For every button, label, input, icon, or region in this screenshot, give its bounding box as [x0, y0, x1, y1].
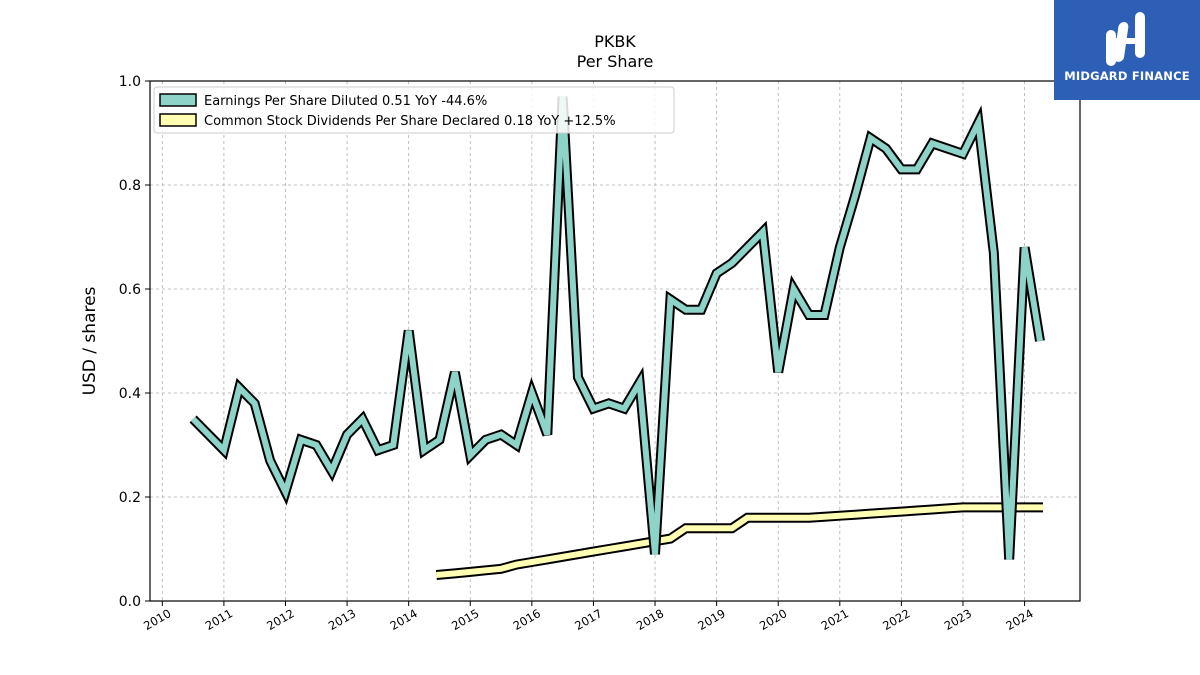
y-tick-label: 0.6	[119, 282, 141, 298]
series-lines	[189, 96, 1045, 580]
x-tick-label: 2011	[203, 606, 235, 633]
eps-line-stroke	[190, 96, 1043, 560]
y-tick-label: 0.4	[119, 386, 141, 402]
logo: MIDGARD FINANCE	[1054, 0, 1200, 100]
legend-swatch-dividends	[159, 113, 197, 127]
x-tick-label: 2024	[1003, 606, 1035, 633]
y-tick-label: 1.0	[119, 74, 141, 90]
legend: Earnings Per Share Diluted 0.51 YoY -44.…	[153, 86, 675, 134]
x-tick-label: 2021	[819, 606, 851, 633]
grid	[150, 80, 1080, 602]
y-tick-label: 0.0	[119, 594, 141, 610]
x-tick-label: 2010	[141, 606, 173, 633]
legend-label-eps: Earnings Per Share Diluted 0.51 YoY -44.…	[204, 94, 487, 109]
y-tick-label: 0.2	[119, 490, 141, 506]
dividends-line	[435, 502, 1043, 580]
x-tick-label: 2020	[757, 606, 789, 633]
x-tick-label: 2016	[511, 606, 543, 633]
midgard-logo-icon	[1106, 12, 1145, 66]
chart-subtitle: Per Share	[577, 52, 654, 71]
eps-line-outline	[189, 96, 1045, 560]
legend-label-dividends: Common Stock Dividends Per Share Declare…	[204, 114, 616, 129]
x-tick-label: 2023	[942, 606, 974, 633]
x-tick-label: 2019	[695, 606, 727, 633]
x-tick-label: 2017	[572, 606, 604, 633]
y-axis: 0.0 0.2 0.4 0.6 0.8 1.0	[119, 74, 150, 610]
chart-title: PKBK	[594, 32, 636, 51]
x-tick-label: 2013	[326, 606, 358, 633]
logo-text: MIDGARD FINANCE	[1064, 69, 1190, 83]
legend-frame	[153, 86, 675, 134]
y-tick-label: 0.8	[119, 178, 141, 194]
x-tick-label: 2022	[880, 606, 912, 633]
x-tick-label: 2012	[264, 606, 296, 633]
legend-swatch-eps	[159, 93, 197, 107]
plot-frame	[149, 80, 1081, 602]
x-tick-label: 2018	[634, 606, 666, 633]
x-tick-label: 2014	[387, 606, 419, 633]
eps-line	[189, 96, 1045, 560]
dividends-line-stroke	[436, 504, 1043, 578]
x-tick-label: 2015	[449, 606, 481, 633]
x-axis: 2010 2011 2012 2013 2014 2015 2016 2017 2018 2019…	[141, 601, 1036, 633]
y-axis-label: USD / shares	[80, 286, 100, 395]
